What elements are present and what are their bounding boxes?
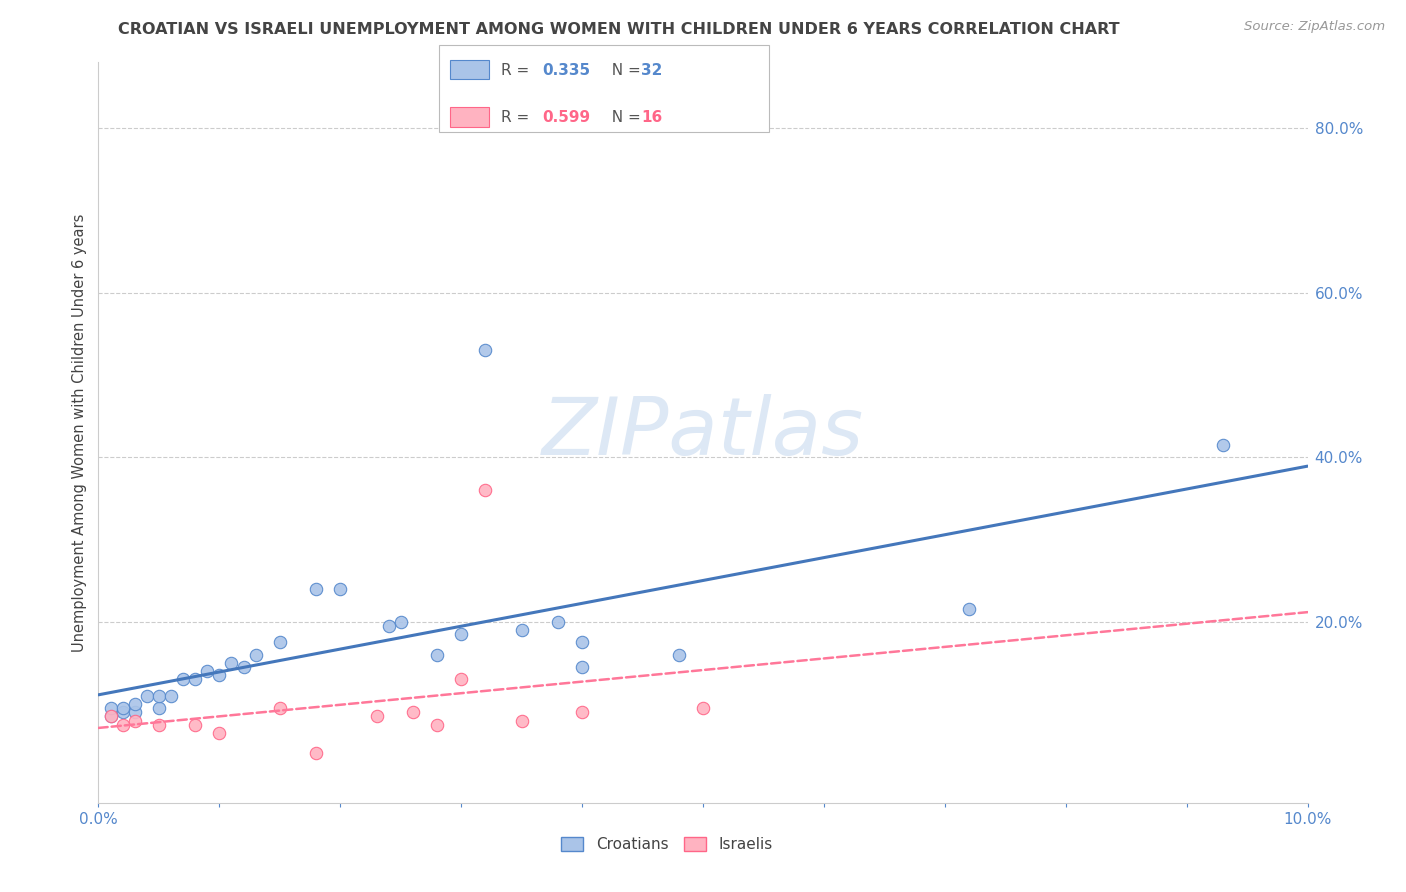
Point [510,714,533,728]
Point [571,706,593,720]
Point [111,701,134,715]
Point [305,747,328,761]
Point [195,664,218,678]
Point [232,660,254,674]
Point [148,689,170,703]
Point [221,656,243,670]
Text: 0.599: 0.599 [543,111,591,125]
Point [208,668,231,682]
Point [377,619,399,633]
Point [402,706,425,720]
Point [111,706,134,720]
Point [329,582,352,596]
Point [426,648,449,662]
Point [184,673,207,687]
Point [148,701,170,715]
Point [100,709,122,723]
Point [692,701,714,715]
Legend: Croatians, Israelis: Croatians, Israelis [554,830,779,858]
Point [184,717,207,731]
Text: CROATIAN VS ISRAELI UNEMPLOYMENT AMONG WOMEN WITH CHILDREN UNDER 6 YEARS CORRELA: CROATIAN VS ISRAELI UNEMPLOYMENT AMONG W… [118,22,1119,37]
Point [124,697,146,711]
Point [172,673,194,687]
Point [426,717,449,731]
Text: N =: N = [602,111,645,125]
Point [1212,438,1234,452]
Point [124,714,146,728]
Point [450,673,472,687]
Point [957,602,980,616]
Point [269,701,291,715]
Y-axis label: Unemployment Among Women with Children Under 6 years: Unemployment Among Women with Children U… [72,213,87,652]
Point [668,648,690,662]
Text: 16: 16 [641,111,662,125]
Text: ZIPatlas: ZIPatlas [541,393,865,472]
Point [148,717,170,731]
Point [208,726,231,740]
Point [269,635,291,649]
Point [305,582,328,596]
Point [124,706,146,720]
Text: Source: ZipAtlas.com: Source: ZipAtlas.com [1244,20,1385,33]
Point [111,717,134,731]
Point [245,648,267,662]
Point [474,343,496,358]
Text: 32: 32 [641,63,662,78]
Text: 0.335: 0.335 [543,63,591,78]
Point [389,615,412,629]
Point [100,701,122,715]
Point [474,483,496,498]
Point [160,689,183,703]
Point [571,635,593,649]
Point [366,709,388,723]
Point [100,709,122,723]
Text: N =: N = [602,63,645,78]
Point [547,615,569,629]
Point [450,627,472,641]
Text: R =: R = [501,111,534,125]
Point [571,660,593,674]
Text: R =: R = [501,63,534,78]
Point [510,623,533,637]
Point [135,689,157,703]
